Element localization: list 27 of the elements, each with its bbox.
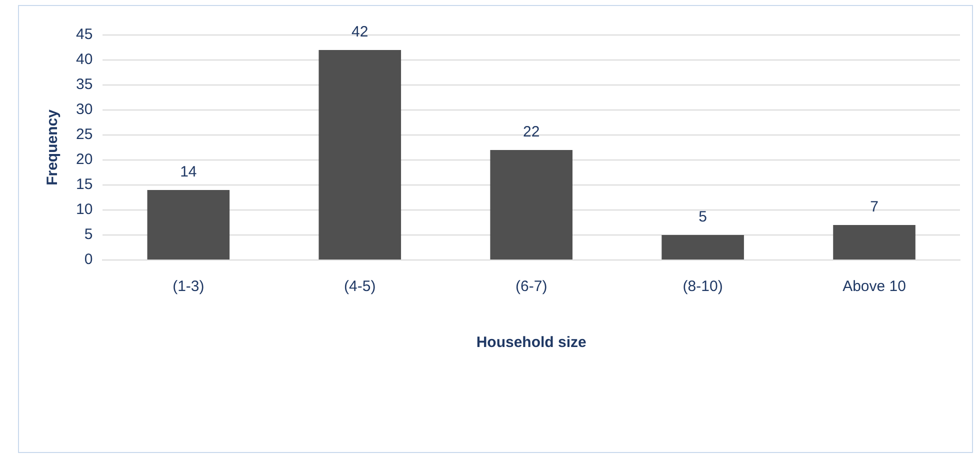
data-label: 22 bbox=[523, 124, 540, 141]
y-tick-label: 20 bbox=[76, 151, 93, 168]
x-tick-label: (8-10) bbox=[682, 278, 723, 296]
y-axis-title: Frequency bbox=[44, 108, 62, 186]
x-tick-label: (4-5) bbox=[344, 278, 376, 296]
x-axis-title: Household size bbox=[476, 334, 586, 352]
y-tick-label: 5 bbox=[84, 226, 93, 244]
data-label: 5 bbox=[698, 208, 707, 226]
x-tick-label: Above 10 bbox=[842, 278, 906, 296]
data-label: 14 bbox=[180, 164, 197, 181]
y-tick-label: 35 bbox=[76, 76, 93, 94]
x-tick-label: (6-7) bbox=[516, 278, 548, 296]
y-tick-label: 45 bbox=[76, 26, 93, 44]
bar bbox=[318, 50, 402, 260]
y-tick-label: 10 bbox=[76, 201, 93, 218]
data-label: 42 bbox=[352, 24, 368, 41]
y-tick-label: 40 bbox=[76, 51, 93, 68]
bar bbox=[833, 225, 916, 260]
y-tick-label: 0 bbox=[84, 251, 93, 268]
x-tick-label: (1-3) bbox=[172, 278, 204, 296]
y-tick-label: 30 bbox=[76, 101, 93, 118]
data-label: 7 bbox=[870, 198, 878, 216]
bar bbox=[490, 150, 572, 260]
y-tick-label: 25 bbox=[76, 126, 93, 144]
bar bbox=[147, 190, 230, 260]
bar bbox=[662, 235, 744, 260]
y-tick-label: 15 bbox=[76, 176, 93, 194]
